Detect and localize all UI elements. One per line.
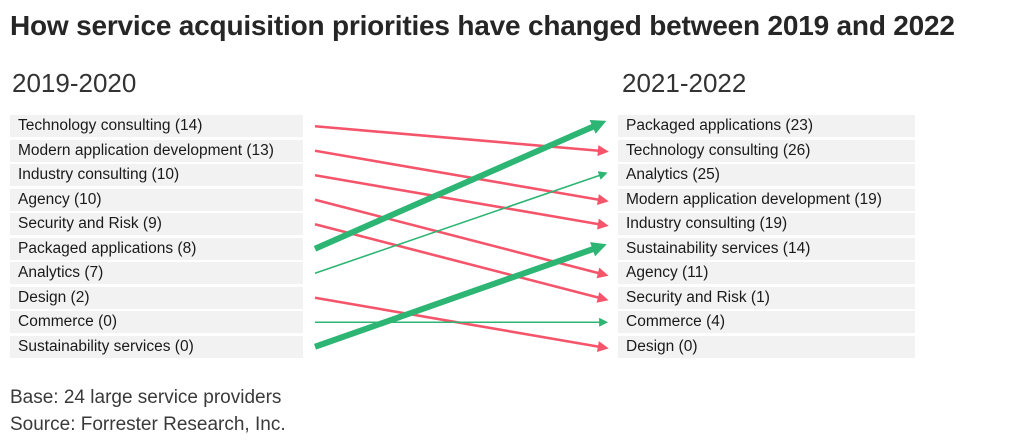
slope-line <box>314 171 608 275</box>
slope-line <box>314 149 609 205</box>
list-item: Modern application development (13) <box>10 139 303 162</box>
left-list: Technology consulting (14) Modern applica… <box>10 115 303 360</box>
list-item: Packaged applications (8) <box>10 237 303 260</box>
list-item: Agency (11) <box>618 262 915 284</box>
list-item: Packaged applications (23) <box>618 115 915 137</box>
list-item: Design (0) <box>618 335 915 358</box>
source-note: Source: Forrester Research, Inc. <box>10 414 286 435</box>
list-item: Security and Risk (9) <box>10 213 303 235</box>
list-item: Industry consulting (10) <box>10 164 303 186</box>
list-item: Sustainability services (14) <box>618 237 915 260</box>
list-item: Modern application development (19) <box>618 188 915 211</box>
slope-line <box>314 242 607 350</box>
list-item: Security and Risk (1) <box>618 286 915 309</box>
list-item: Agency (10) <box>10 188 303 211</box>
footer: Base: 24 large service providers Source:… <box>10 384 286 438</box>
slope-line <box>314 222 609 303</box>
list-item: Analytics (25) <box>618 164 915 186</box>
right-column-header: 2021-2022 <box>622 68 747 98</box>
list-item: Analytics (7) <box>10 262 303 284</box>
slope-line <box>313 119 607 252</box>
list-item: Commerce (4) <box>618 311 915 333</box>
list-item: Technology consulting (14) <box>10 115 303 137</box>
list-item: Commerce (0) <box>10 311 303 333</box>
left-column-header: 2019-2020 <box>12 68 137 98</box>
slope-line <box>314 124 609 157</box>
page-title: How service acquisition priorities have … <box>10 10 955 41</box>
list-item: Technology consulting (26) <box>618 139 915 162</box>
slope-lines <box>313 119 609 352</box>
list-item: Sustainability services (0) <box>10 335 303 358</box>
right-list: Packaged applications (23) Technology con… <box>618 115 915 360</box>
list-item: Design (2) <box>10 286 303 309</box>
slope-line <box>314 173 609 230</box>
base-note: Base: 24 large service providers <box>10 387 282 408</box>
list-item: Industry consulting (19) <box>618 213 915 235</box>
